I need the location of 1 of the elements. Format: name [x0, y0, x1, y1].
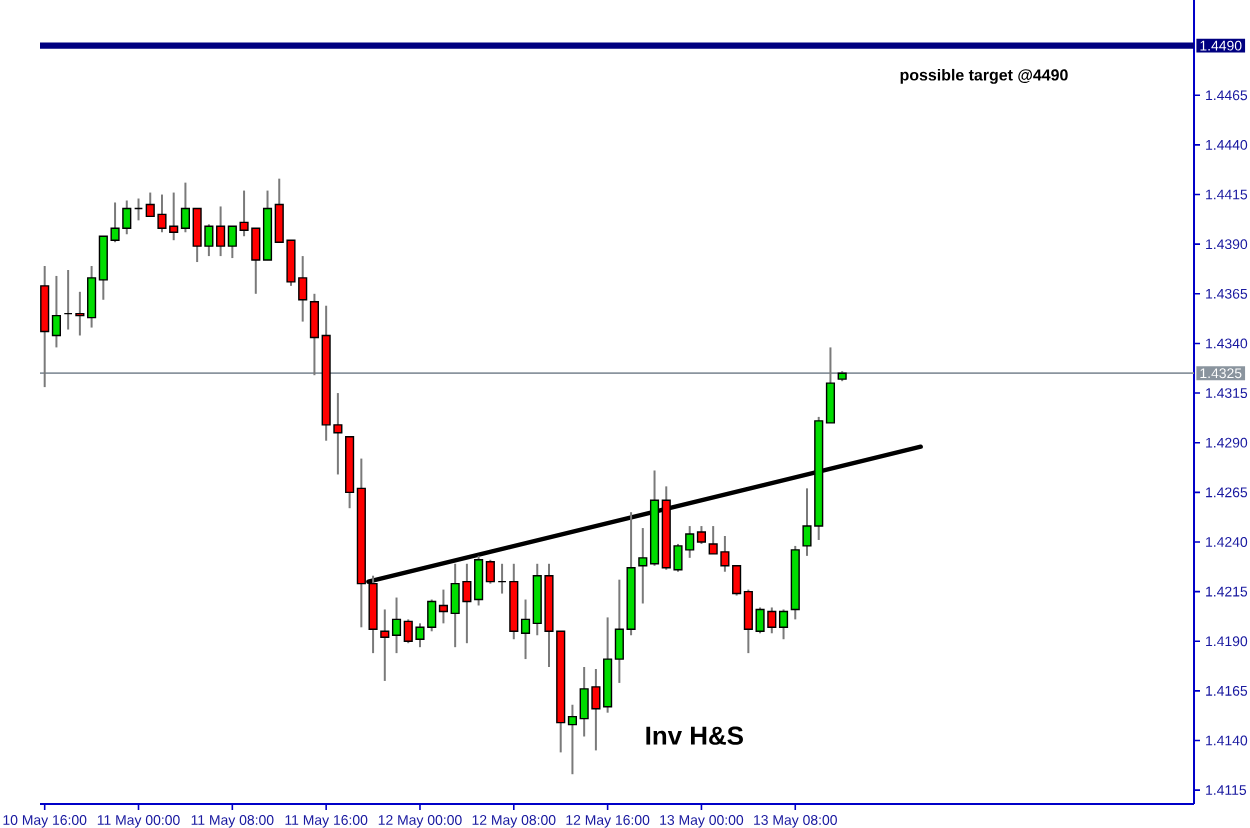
annotation: Inv H&S [646, 726, 743, 745]
